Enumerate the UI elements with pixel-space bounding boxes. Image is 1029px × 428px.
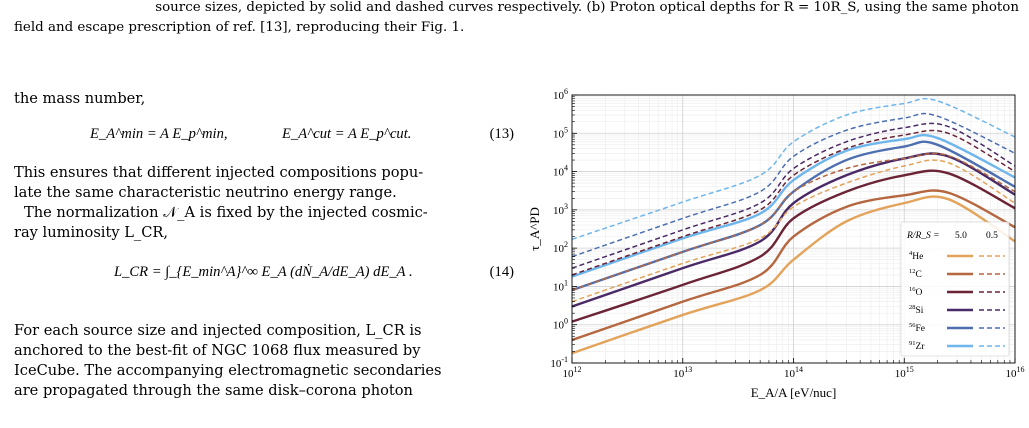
curve-16O-r5 <box>571 169 1016 323</box>
paragraph-line: late the same characteristic neutrino en… <box>14 184 397 201</box>
y-tick-label: 101 <box>553 278 568 293</box>
y-tick-label: 100 <box>553 317 568 332</box>
legend-label: 16O <box>909 286 923 298</box>
curve-91Zr-r5 <box>571 133 1016 278</box>
optical-depth-figure: 1012 1013 1014 1015 1016 10-1 100 101 102 103 104 1… <box>525 60 1025 410</box>
paragraph-mass-number: the mass number, <box>14 90 146 107</box>
x-tick-label: 1015 <box>895 365 914 380</box>
paragraph-line: The normalization 𝒩_A is fixed by the in… <box>24 204 428 221</box>
equation-14-body: L_CR = ∫_{E_min^A}^∞ E_A (dṄ_A/dE_A) dE_… <box>114 264 413 280</box>
y-tick-label: 106 <box>553 87 568 102</box>
y-axis-label: τ_A^PD <box>527 207 542 251</box>
legend-header: R/R_S = <box>906 231 940 241</box>
axis-ticks: 1012 1013 1014 1015 1016 10-1 100 101 102 103 104 1… <box>550 87 1024 380</box>
y-tick-label: 105 <box>553 125 568 140</box>
figure-caption: source sizes, depicted by solid and dash… <box>14 0 1019 38</box>
optical-depth-chart: 1012 1013 1014 1015 1016 10-1 100 101 102 103 104 1… <box>527 87 1025 400</box>
paragraph-line: IceCube. The accompanying electromagneti… <box>14 362 442 379</box>
legend-col-solid: 5.0 <box>955 231 967 241</box>
equation-13-number: (13) <box>489 126 514 142</box>
y-tick-label: 102 <box>553 240 568 255</box>
curve-91Zr-r05 <box>571 97 1016 241</box>
curve-12C-r5 <box>571 189 1016 342</box>
paragraph-line: are propagated through the same disk–cor… <box>14 382 413 399</box>
paragraph-line: For each source size and injected compos… <box>14 322 422 339</box>
curves <box>571 97 1016 355</box>
x-tick-label: 1013 <box>673 365 692 380</box>
x-tick-label: 1016 <box>1006 365 1025 380</box>
x-axis-label: E_A/A [eV/nuc] <box>751 385 837 400</box>
legend: R/R_S = 5.0 0.5 4He 12C 16O 28Si 56Fe 91Zr <box>900 221 1010 357</box>
legend-label: 56Fe <box>909 322 925 334</box>
caption-line-2: field and escape prescription of ref. [1… <box>14 20 465 35</box>
legend-label: 91Zr <box>909 340 925 352</box>
y-tick-label: 103 <box>553 202 568 217</box>
y-tick-label: 10-1 <box>550 355 568 370</box>
curve-56Fe-r05 <box>571 112 1016 258</box>
curve-4He-r5 <box>571 195 1016 355</box>
legend-label: 4He <box>909 250 923 262</box>
curve-12C-r05 <box>571 152 1016 291</box>
equation-13-left: E_A^min = A E_p^min, <box>90 126 228 142</box>
paragraph-line: ray luminosity L_CR, <box>14 224 169 241</box>
legend-col-dashed: 0.5 <box>986 231 998 241</box>
paragraph-line: anchored to the best-fit of NGC 1068 flu… <box>14 342 421 359</box>
caption-line-1: source sizes, depicted by solid and dash… <box>155 0 1019 15</box>
equation-13-right: E_A^cut = A E_p^cut. <box>282 126 412 142</box>
curve-56Fe-r5 <box>571 140 1016 292</box>
equation-14-number: (14) <box>489 264 514 280</box>
x-tick-label: 1014 <box>784 365 803 380</box>
legend-label: 12C <box>909 268 922 280</box>
paragraph-line: This ensures that different injected com… <box>14 164 424 181</box>
curve-4He-r05 <box>571 159 1016 303</box>
y-tick-label: 104 <box>553 164 568 179</box>
x-tick-label: 1012 <box>563 365 582 380</box>
legend-label: 28Si <box>909 304 924 316</box>
